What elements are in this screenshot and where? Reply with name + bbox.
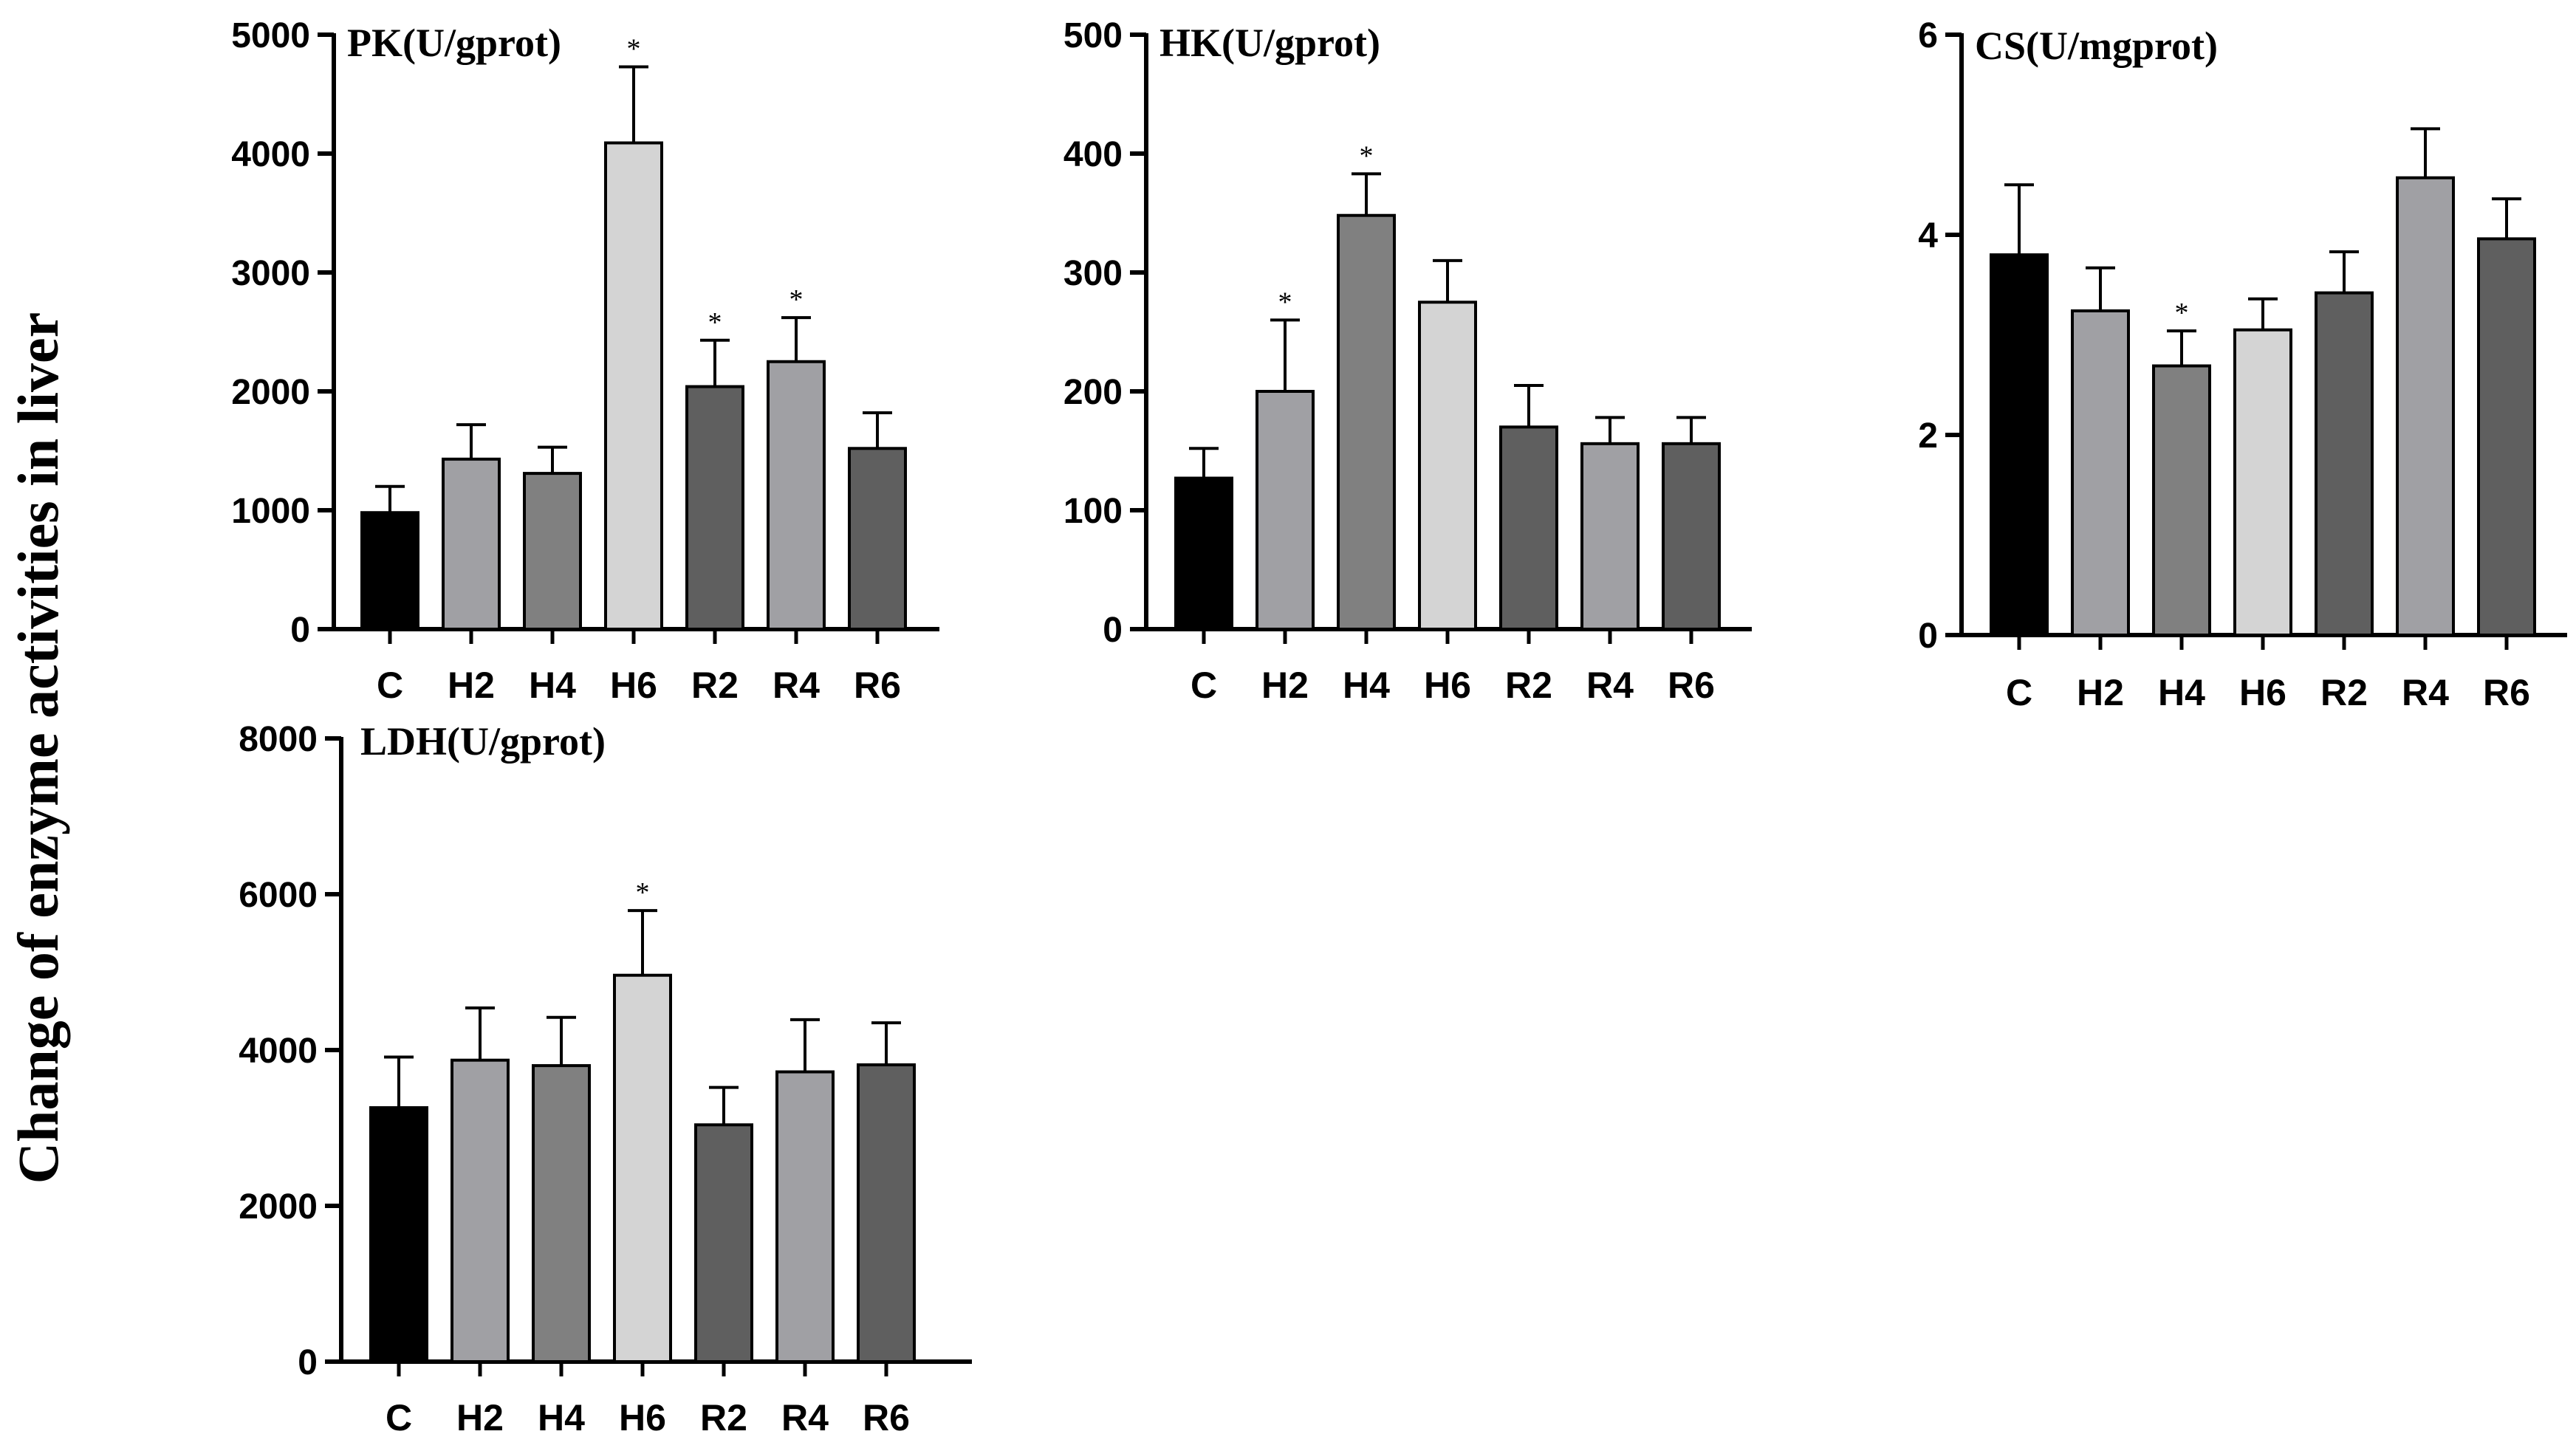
hk-y-tick-label: 100 (1063, 492, 1123, 531)
ldh-bar-r6 (857, 1063, 916, 1364)
pk-title: PK(U/gprot) (347, 21, 561, 65)
cs-x-tick-label: H6 (2239, 672, 2286, 713)
ldh-x-tick-label: R6 (863, 1397, 910, 1438)
cs-bar-c (1990, 253, 2049, 637)
pk-bar-r6 (848, 447, 907, 631)
hk-x-tick-label: R6 (1668, 665, 1715, 706)
pk-y-tick-label: 0 (290, 611, 310, 650)
pk-y-tick-label: 2000 (231, 373, 310, 412)
pk-x-tick-label: H6 (610, 665, 657, 706)
ldh-title: LDH(U/gprot) (360, 719, 606, 764)
pk-x-tick-label: R2 (691, 665, 739, 706)
pk-significance-marker: * (627, 33, 641, 64)
cs-x-tick-label: R2 (2320, 672, 2368, 713)
hk-significance-marker: * (1360, 140, 1374, 171)
pk-y-tick-label: 3000 (231, 254, 310, 293)
hk-y-tick-label: 500 (1063, 16, 1123, 55)
ldh-y-tick-label: 8000 (239, 720, 318, 759)
cs-bar-h2 (2071, 309, 2130, 637)
figure-y-axis-label: Change of enzyme activities in liver (6, 312, 70, 1184)
hk-bar-h4 (1337, 213, 1396, 631)
pk-bar-h6 (604, 141, 663, 631)
hk-x-tick-label: C (1191, 665, 1217, 706)
cs-bar-h4 (2152, 364, 2211, 637)
ldh-y-tick-label: 6000 (239, 876, 318, 915)
pk-bar-c (360, 511, 419, 631)
pk-significance-marker: * (789, 284, 804, 315)
ldh-significance-marker: * (636, 877, 650, 908)
pk-x-tick-label: H4 (529, 665, 576, 706)
pk-chart: 0 1000 2000 3000 4000 5000 PK(U/gprot) C H2 H4 * H6… (231, 16, 939, 706)
cs-x-tick-label: H4 (2158, 672, 2205, 713)
hk-bar-r4 (1580, 442, 1640, 631)
hk-y-tick-label: 200 (1063, 373, 1123, 412)
pk-significance-marker: * (708, 307, 722, 338)
hk-chart: 0 100 200 300 400 500 HK(U/gprot) C * H2 * H4 H6 R2 R4… (1063, 16, 1752, 706)
ldh-bar-h6 (613, 973, 672, 1363)
ldh-bar-r4 (775, 1070, 835, 1364)
hk-x-tick-label: R2 (1505, 665, 1552, 706)
ldh-y-tick-label: 4000 (239, 1032, 318, 1071)
hk-bar-r6 (1662, 442, 1721, 631)
cs-chart: 0 2 4 6 CS(U/mgprot) C H2 * H4 H6 R2 R4 R6 (1918, 16, 2567, 713)
cs-bar-r6 (2477, 237, 2536, 637)
pk-x-tick-label: R4 (773, 665, 820, 706)
hk-x-tick-label: H4 (1343, 665, 1390, 706)
hk-bar-h2 (1256, 390, 1315, 631)
ldh-x-tick-label: R4 (781, 1397, 829, 1438)
hk-y-tick-label: 400 (1063, 135, 1123, 174)
ldh-bar-c (369, 1106, 428, 1363)
cs-bar-r2 (2315, 291, 2374, 637)
hk-bar-h6 (1418, 301, 1477, 631)
cs-x-tick-label: C (2006, 672, 2032, 713)
pk-x-tick-label: C (377, 665, 403, 706)
ldh-x-tick-label: H4 (538, 1397, 585, 1438)
cs-y-tick-label: 4 (1918, 216, 1938, 255)
pk-bar-h4 (523, 472, 582, 631)
cs-y-tick-label: 0 (1918, 617, 1938, 656)
ldh-x-tick-label: H6 (619, 1397, 666, 1438)
pk-y-tick-label: 4000 (231, 135, 310, 174)
cs-y-tick-label: 2 (1918, 416, 1938, 456)
ldh-x-tick-label: H2 (456, 1397, 504, 1438)
hk-bar-c (1174, 476, 1233, 631)
pk-y-tick-label: 5000 (231, 16, 310, 55)
pk-x-tick-label: H2 (448, 665, 495, 706)
cs-y-tick-label: 6 (1918, 16, 1938, 55)
cs-x-tick-label: R6 (2483, 672, 2530, 713)
ldh-bar-h2 (451, 1058, 510, 1363)
hk-y-tick-label: 300 (1063, 254, 1123, 293)
ldh-x-tick-label: R2 (700, 1397, 747, 1438)
pk-x-tick-label: R6 (854, 665, 901, 706)
ldh-x-tick-label: C (386, 1397, 412, 1438)
pk-y-tick-label: 1000 (231, 492, 310, 531)
cs-bar-h6 (2233, 328, 2292, 637)
hk-title: HK(U/gprot) (1159, 21, 1380, 65)
cs-x-tick-label: R4 (2402, 672, 2449, 713)
ldh-chart: 0 2000 4000 6000 8000 LDH(U/gprot) C H2 H4 * H6 R2 R… (239, 719, 972, 1438)
hk-y-tick-label: 0 (1103, 611, 1123, 650)
ldh-y-tick-label: 2000 (239, 1187, 318, 1227)
pk-bar-r4 (767, 360, 826, 631)
hk-significance-marker: * (1278, 287, 1292, 318)
cs-x-tick-label: H2 (2077, 672, 2124, 713)
hk-x-tick-label: R4 (1586, 665, 1634, 706)
pk-bar-h2 (442, 457, 501, 631)
cs-significance-marker: * (2175, 298, 2189, 329)
hk-bar-r2 (1499, 425, 1558, 631)
hk-x-tick-label: H2 (1261, 665, 1309, 706)
ldh-bar-h4 (532, 1064, 591, 1363)
cs-title: CS(U/mgprot) (1975, 24, 2218, 68)
hk-x-tick-label: H6 (1424, 665, 1471, 706)
ldh-y-tick-label: 0 (298, 1343, 318, 1382)
ldh-bar-r2 (694, 1123, 753, 1364)
cs-bar-r4 (2396, 176, 2455, 637)
pk-bar-r2 (685, 385, 744, 631)
